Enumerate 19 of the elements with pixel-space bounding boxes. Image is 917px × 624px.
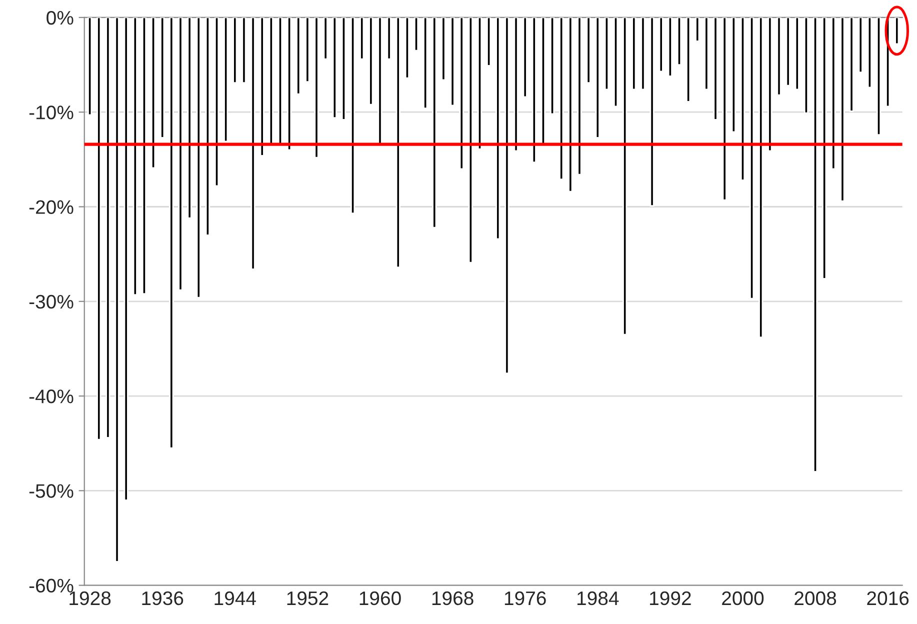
y-tick-label: -30% [29, 294, 74, 309]
x-tick-label: 1944 [214, 591, 256, 606]
y-tick-label: -60% [29, 578, 74, 593]
x-tick-label: 2000 [722, 591, 764, 606]
x-tick-label: 1936 [142, 591, 184, 606]
x-tick-label: 1976 [504, 591, 546, 606]
x-tick-label: 1968 [432, 591, 474, 606]
y-tick-label: -50% [29, 484, 74, 498]
y-tick-label: -20% [29, 200, 74, 214]
x-tick-label: 1984 [577, 591, 619, 606]
y-tick-label: 0% [46, 10, 74, 25]
x-tick-label: 1952 [287, 591, 328, 606]
x-tick-label: 1928 [70, 591, 111, 606]
y-tick-label: -40% [29, 390, 74, 404]
x-tick-label: 1992 [650, 591, 691, 606]
y-tick-label: -10% [29, 106, 74, 120]
x-tick-label: 2016 [867, 591, 909, 606]
x-tick-label: 2008 [794, 591, 836, 606]
x-tick-label: 1960 [360, 591, 401, 606]
